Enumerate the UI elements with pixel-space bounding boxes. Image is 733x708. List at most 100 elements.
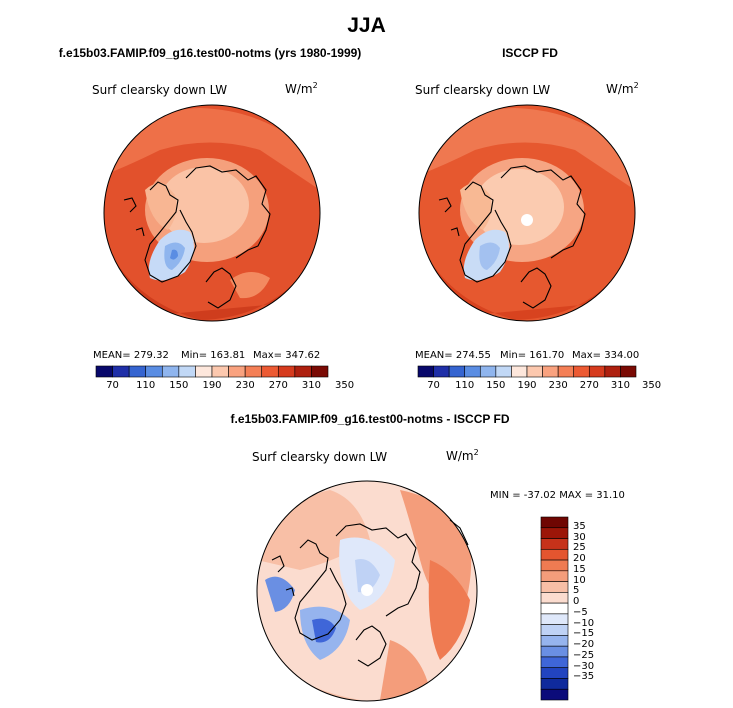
panel2-colorbar-box bbox=[464, 365, 481, 378]
panel3-colorbar-box bbox=[540, 688, 569, 701]
panel1-min: Min= 163.81 bbox=[181, 350, 246, 361]
panel1-colorbar-box bbox=[311, 365, 329, 378]
panel3-colorbar-tick-label: 0 bbox=[573, 596, 580, 608]
panel2-min: Min= 161.70 bbox=[500, 350, 565, 361]
panel1-colorbar-tick-label: 310 bbox=[301, 380, 321, 391]
panel2-colorbar-tick-label: 270 bbox=[579, 380, 599, 391]
panel3-colorbar-tick-label: −15 bbox=[573, 628, 595, 640]
panel3-colorbar-box bbox=[540, 613, 569, 625]
panel2-colorbar-box bbox=[511, 365, 528, 378]
panel3-colorbar-tick-label: 5 bbox=[573, 585, 580, 597]
panel3-colorbar-box bbox=[540, 548, 569, 561]
panel3-colorbar-tick-label: 15 bbox=[573, 563, 586, 575]
panel3-colorbar-tick-label: −25 bbox=[573, 649, 595, 661]
panel3-colorbar-tick-label: −30 bbox=[573, 660, 595, 672]
panel1-colorbar-box bbox=[261, 365, 279, 378]
panel1-colorbar-box bbox=[294, 365, 312, 378]
panel3-minmax: MIN = -37.02 MAX = 31.10 bbox=[490, 490, 625, 501]
panel1-variable-label: Surf clearsky down LW bbox=[92, 83, 228, 97]
panel1-colorbar-box bbox=[161, 365, 180, 378]
figure-title: JJA bbox=[347, 14, 386, 37]
panel2-colorbar-tick-label: 70 bbox=[427, 380, 440, 391]
panel1-coastlines bbox=[123, 165, 271, 309]
panel2-mean: MEAN= 274.55 bbox=[415, 350, 491, 361]
panel3-colorbar-box bbox=[540, 602, 569, 615]
panel2-colorbar-box bbox=[417, 365, 434, 378]
panel3-coastlines bbox=[271, 519, 469, 667]
panel2-colorbar-box bbox=[588, 365, 606, 378]
panel2-colorbar-box bbox=[495, 365, 512, 378]
panel1-map bbox=[104, 105, 320, 321]
panel3-colorbar-tick-label: 20 bbox=[573, 553, 586, 565]
panel1-units-label: W/m2 bbox=[285, 81, 318, 96]
panel2-map bbox=[419, 105, 635, 321]
panel3-colorbar-tick-label: 10 bbox=[573, 574, 586, 586]
panel2-colorbar-box bbox=[573, 365, 590, 378]
panel2-colorbar-tick-label: 350 bbox=[642, 380, 662, 391]
panel3-colorbar-box bbox=[540, 678, 569, 690]
panel2-map-border bbox=[418, 104, 636, 322]
panel3-colorbar-tick-label: 25 bbox=[573, 542, 586, 554]
panel1-colorbar-tick-label: 230 bbox=[235, 380, 255, 391]
panel1-colorbar-box bbox=[95, 365, 113, 378]
panel3-colorbar-box bbox=[540, 538, 569, 550]
panel3-colorbar-box bbox=[540, 667, 569, 679]
panel3-colorbar-tick-label: −5 bbox=[573, 606, 588, 618]
panel2-colorbar-box bbox=[542, 365, 559, 378]
panel3-colorbar-tick-label: −10 bbox=[573, 617, 595, 629]
panel3-variable-label: Surf clearsky down LW bbox=[252, 450, 388, 464]
panel3-colorbar-box bbox=[540, 635, 569, 647]
panel1-colorbar-box bbox=[228, 365, 246, 378]
panel3-colorbar-tick-label: −20 bbox=[573, 639, 595, 651]
panel1-colorbar-tick-label: 350 bbox=[335, 380, 355, 391]
panel1-colorbar-tick-label: 110 bbox=[136, 380, 156, 391]
panel3-colorbar bbox=[540, 516, 569, 701]
panel1-map-border bbox=[103, 104, 321, 322]
panel1-colorbar-tick-label: 150 bbox=[169, 380, 189, 391]
panel2-colorbar-tick-label: 230 bbox=[548, 380, 568, 391]
panel1-colorbar-tick-label: 270 bbox=[268, 380, 288, 391]
panel3-colorbar-box bbox=[540, 516, 569, 529]
panel3-colorbar-box bbox=[540, 656, 569, 669]
panel2-colorbar-tick-label: 190 bbox=[517, 380, 537, 391]
panel2-units-label: W/m2 bbox=[606, 81, 639, 96]
panel2-colorbar-box bbox=[526, 365, 543, 378]
panel2-variable-label: Surf clearsky down LW bbox=[415, 83, 551, 97]
panel3-map bbox=[257, 481, 477, 701]
panel2-colorbar-box bbox=[448, 365, 466, 378]
panel2-coastlines bbox=[438, 165, 586, 309]
panel1-colorbar-box bbox=[112, 365, 130, 378]
panel2-colorbar-tick-label: 110 bbox=[455, 380, 475, 391]
panel3-map-border bbox=[256, 480, 478, 702]
panel3-colorbar-box bbox=[540, 645, 569, 658]
panel1-colorbar-box bbox=[211, 365, 229, 378]
panel2-colorbar-tick-label: 310 bbox=[610, 380, 630, 391]
panel1-colorbar-box bbox=[178, 365, 196, 378]
panel2-colorbar-tick-label: 150 bbox=[486, 380, 506, 391]
panel3-colorbar-box bbox=[540, 581, 569, 593]
panel3-colorbar-tick-label: −35 bbox=[573, 671, 595, 683]
panel1-colorbar-box bbox=[277, 365, 296, 378]
panel2-colorbar-box bbox=[620, 365, 637, 378]
panel1-colorbar-box bbox=[244, 365, 263, 378]
panel3-colorbar-box bbox=[540, 527, 569, 539]
panel3-colorbar-box bbox=[540, 592, 569, 604]
panel3-colorbar-tick-label: 35 bbox=[573, 520, 586, 532]
panel1-title: f.e15b03.FAMIP.f09_g16.test00-notms (yrs… bbox=[58, 46, 362, 60]
panel1-colorbar-box bbox=[195, 365, 213, 378]
panel1-max: Max= 347.62 bbox=[253, 350, 321, 361]
panel3-colorbar-box bbox=[540, 570, 569, 582]
panel2-colorbar bbox=[417, 365, 637, 378]
panel2-colorbar-box bbox=[479, 365, 497, 378]
panel2-title: ISCCP FD bbox=[502, 46, 558, 60]
panel1-colorbar-box bbox=[128, 365, 147, 378]
panel3-title: f.e15b03.FAMIP.f09_g16.test00-notms - IS… bbox=[230, 412, 510, 426]
panel2-colorbar-box bbox=[604, 365, 621, 378]
panel3-colorbar-tick-label: 30 bbox=[573, 531, 586, 543]
panel1-colorbar bbox=[95, 365, 329, 378]
panel3-units-label: W/m2 bbox=[446, 448, 479, 463]
panel1-colorbar-tick-label: 70 bbox=[106, 380, 119, 391]
panel1-colorbar-tick-label: 190 bbox=[202, 380, 222, 391]
panel2-colorbar-box bbox=[433, 365, 450, 378]
